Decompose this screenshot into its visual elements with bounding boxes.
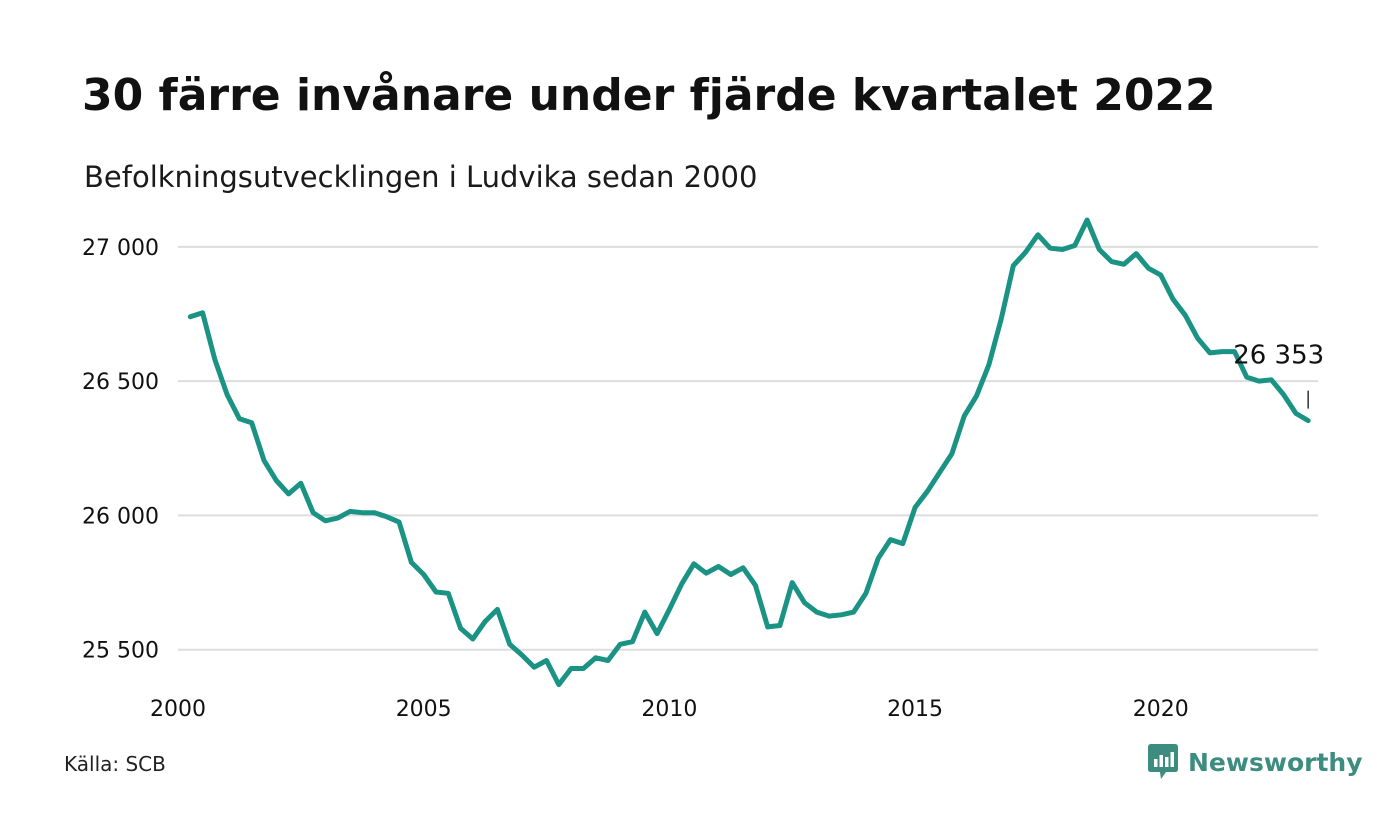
x-tick-label: 2010 xyxy=(641,697,697,722)
series-layer xyxy=(187,217,1311,688)
chart-title: 30 färre invånare under fjärde kvartalet… xyxy=(82,70,1216,121)
annotation-label: 26 353 xyxy=(1233,341,1324,371)
y-tick-label: 26 500 xyxy=(82,370,159,395)
brand-name: Newsworthy xyxy=(1188,747,1363,777)
x-tick-label: 2005 xyxy=(396,697,452,722)
newsworthy-logo-icon xyxy=(1148,744,1178,779)
source-note: Källa: SCB xyxy=(64,752,166,776)
x-axis-tick-labels: 2000 2005 2010 2015 2020 xyxy=(150,697,1189,722)
x-tick-label: 2000 xyxy=(150,697,206,722)
y-tick-label: 25 500 xyxy=(82,639,159,664)
annotation-layer: 26 353 xyxy=(1233,341,1324,409)
chart-subtitle: Befolkningsutvecklingen i Ludvika sedan … xyxy=(84,160,758,194)
x-tick-label: 2020 xyxy=(1133,697,1189,722)
y-axis-tick-labels: 25 500 26 000 26 500 27 000 xyxy=(82,236,159,664)
series-line xyxy=(187,217,1311,688)
grid-lines xyxy=(178,245,1318,651)
brand-logo[interactable]: Newsworthy xyxy=(1148,742,1363,782)
y-tick-label: 26 000 xyxy=(82,504,159,529)
x-tick-label: 2015 xyxy=(887,697,943,722)
y-tick-label: 27 000 xyxy=(82,236,159,261)
line-chart: 25 500 26 000 26 500 27 000 2000 2005 2010 201… xyxy=(82,217,1324,722)
